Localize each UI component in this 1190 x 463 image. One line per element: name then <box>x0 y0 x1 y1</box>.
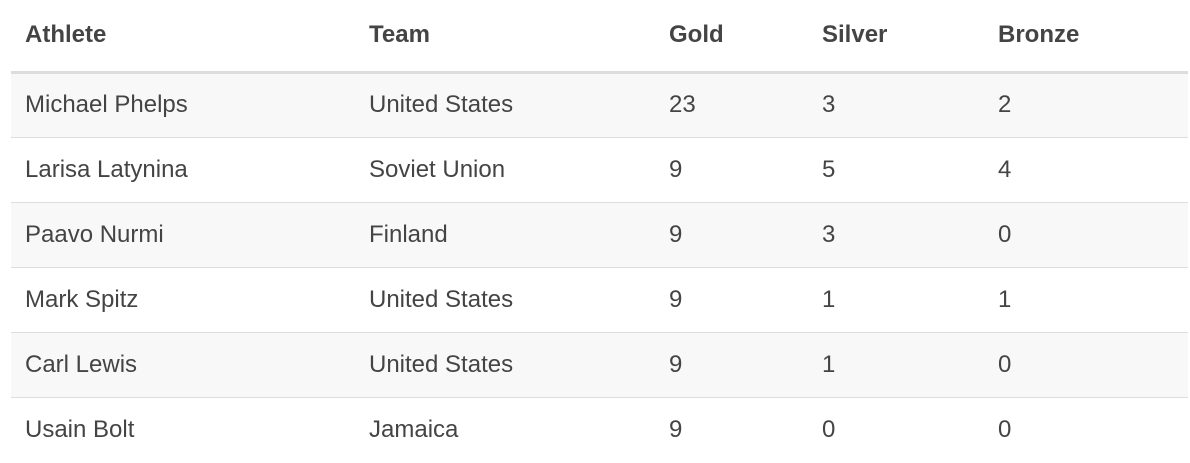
table-row: Michael Phelps United States 23 3 2 <box>11 72 1188 138</box>
cell-team: Jamaica <box>369 415 459 443</box>
header-row: Athlete Team Gold Silver Bronze <box>11 0 1188 74</box>
cell-athlete: Larisa Latynina <box>11 137 355 203</box>
cell-silver: 3 <box>808 202 984 268</box>
medal-table-container: Athlete Team Gold Silver Bronze Michael … <box>11 0 1188 462</box>
cell-silver: 3 <box>808 72 984 138</box>
cell-team: United States <box>355 332 655 398</box>
table-header: Athlete Team Gold Silver Bronze <box>11 0 1188 74</box>
cell-gold: 9 <box>655 202 808 268</box>
table-row: Usain Bolt Jamaica 9 0 0 <box>11 397 1188 462</box>
header-gold[interactable]: Gold <box>655 0 808 74</box>
cell-silver: 1 <box>808 332 984 398</box>
cell-gold: 9 <box>669 415 683 443</box>
cell-gold: 23 <box>655 72 808 138</box>
table-row: Carl Lewis United States 9 1 0 <box>11 332 1188 398</box>
cell-team: Soviet Union <box>355 137 655 203</box>
cell-bronze: 1 <box>984 267 1188 333</box>
header-bronze[interactable]: Bronze <box>984 0 1188 74</box>
cell-team: United States <box>355 72 655 138</box>
cell-athlete: Usain Bolt <box>25 415 135 443</box>
table-body: Michael Phelps United States 23 3 2 Lari… <box>11 72 1188 462</box>
header-athlete[interactable]: Athlete <box>11 0 355 74</box>
cell-bronze: 0 <box>998 415 1012 443</box>
cell-team: United States <box>355 267 655 333</box>
cell-athlete: Mark Spitz <box>11 267 355 333</box>
cell-bronze: 0 <box>984 332 1188 398</box>
cell-silver: 0 <box>822 415 836 443</box>
table-row: Larisa Latynina Soviet Union 9 5 4 <box>11 137 1188 203</box>
header-silver[interactable]: Silver <box>808 0 984 74</box>
cell-bronze: 0 <box>984 202 1188 268</box>
medal-table: Athlete Team Gold Silver Bronze Michael … <box>11 0 1188 462</box>
cell-bronze: 4 <box>984 137 1188 203</box>
cell-athlete: Paavo Nurmi <box>11 202 355 268</box>
table-row: Mark Spitz United States 9 1 1 <box>11 267 1188 333</box>
table-row: Paavo Nurmi Finland 9 3 0 <box>11 202 1188 268</box>
cell-gold: 9 <box>655 267 808 333</box>
cell-team: Finland <box>355 202 655 268</box>
cell-athlete: Michael Phelps <box>11 72 355 138</box>
cell-silver: 5 <box>808 137 984 203</box>
cell-gold: 9 <box>655 137 808 203</box>
cell-gold: 9 <box>655 332 808 398</box>
cell-athlete: Carl Lewis <box>11 332 355 398</box>
header-team[interactable]: Team <box>355 0 655 74</box>
cell-bronze: 2 <box>984 72 1188 138</box>
cell-silver: 1 <box>808 267 984 333</box>
